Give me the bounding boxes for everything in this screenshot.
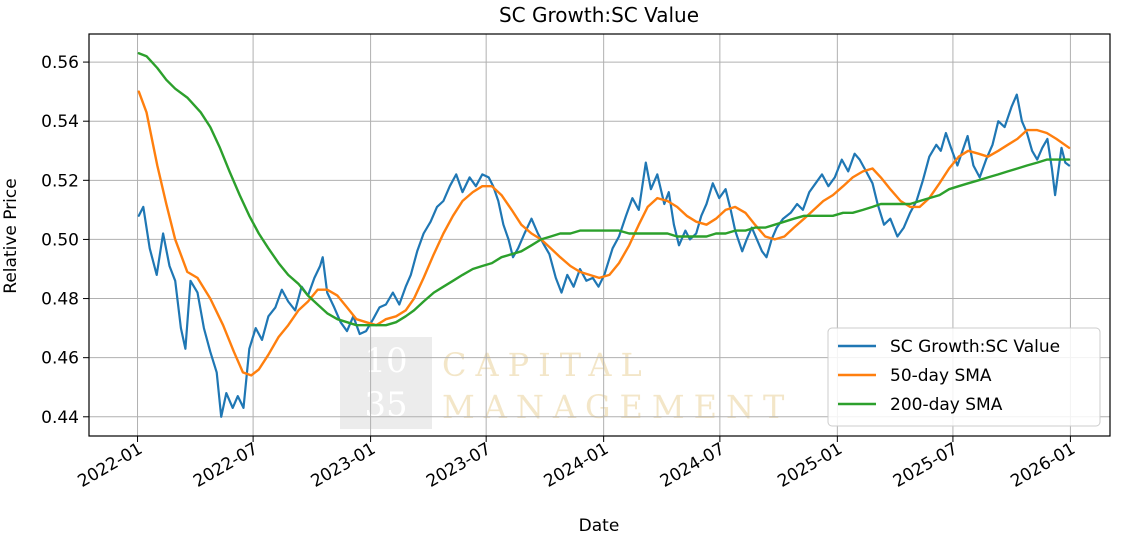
- watermark-number-top: 10: [364, 341, 407, 381]
- y-axis: 0.44 0.46 0.48 0.50 0.52 0.54 0.56: [41, 53, 89, 428]
- y-tick-label: 0.54: [41, 112, 79, 132]
- series-lines: [137, 52, 1071, 418]
- legend-box: [827, 327, 1101, 427]
- y-tick-label: 0.50: [41, 230, 79, 250]
- y-tick-label: 0.44: [41, 408, 79, 428]
- series-line-1: [137, 90, 1071, 377]
- y-tick-label: 0.52: [41, 171, 79, 191]
- legend-label: SC Growth:SC Value: [890, 337, 1060, 357]
- y-axis-label: Relative Price: [1, 178, 21, 293]
- legend-label: 200-day SMA: [890, 395, 1003, 415]
- watermark: 10 35 CAPITAL MANAGEMENT: [340, 337, 793, 429]
- plot-frame: [88, 33, 1111, 437]
- legend-label: 50-day SMA: [890, 366, 992, 386]
- watermark-text-top: CAPITAL: [442, 346, 651, 384]
- y-tick-label: 0.48: [41, 290, 79, 310]
- series-line-0: [137, 93, 1071, 418]
- y-tick-label: 0.46: [41, 349, 79, 369]
- x-axis-label: Date: [579, 516, 620, 536]
- watermark-text-bottom: MANAGEMENT: [442, 388, 793, 426]
- legend: SC Growth:SC Value 50-day SMA 200-day SMA: [827, 327, 1101, 427]
- watermark-number-bottom: 35: [364, 385, 407, 425]
- watermark-logo-block: [340, 337, 432, 429]
- series-line-2: [137, 52, 1071, 327]
- y-tick-label: 0.56: [41, 53, 79, 73]
- chart-title: SC Growth:SC Value: [499, 3, 699, 27]
